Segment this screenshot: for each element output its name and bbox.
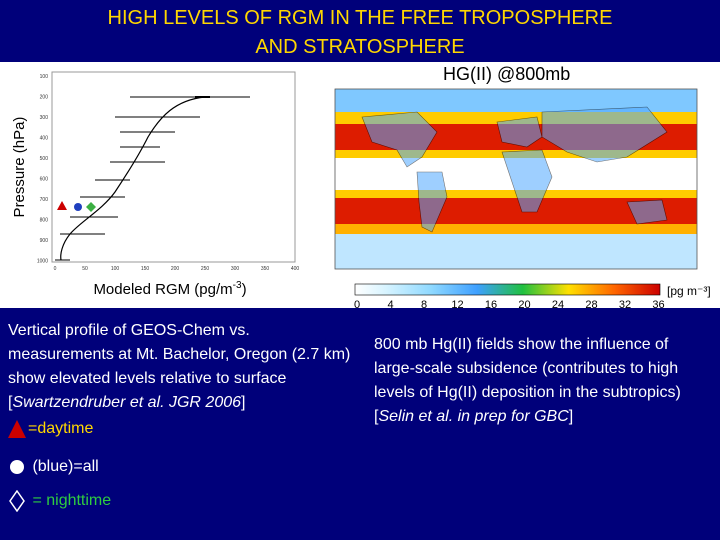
right-caption-close: ] [568, 408, 574, 425]
y-tick-label: 1000 [37, 259, 48, 265]
x-tick-label: 300 [231, 266, 240, 272]
africa [501, 149, 553, 213]
x-axis-label: Modeled RGM (pg/m-3) [93, 280, 246, 298]
y-tick-label: 600 [40, 177, 49, 183]
colorbar-unit: [pg m⁻³] [667, 284, 711, 298]
continents [361, 106, 668, 233]
legend-daytime: =daytime [6, 418, 93, 440]
x-tick-label: 50 [82, 266, 88, 272]
model-profile-line [60, 96, 206, 261]
colorbar-tick-label: 28 [585, 299, 597, 308]
colorbar-tick-label: 8 [421, 299, 427, 308]
plot-frame [51, 71, 296, 263]
title-line-1: HIGH LEVELS OF RGM IN THE FREE TROPOSPHE… [107, 7, 613, 29]
left-caption-citation: Swartzendruber et al. JGR 2006 [12, 394, 242, 411]
left-caption-close: ] [241, 394, 246, 411]
profile-plot: 100 200 300 400 500 600 700 800 900 1000 0 50 100 15… [11, 71, 300, 298]
y-tick-label: 100 [40, 74, 49, 80]
y-axis-label: Pressure (hPa) [11, 117, 28, 218]
legend-all: (blue)=all [6, 456, 99, 478]
title-line-2: AND STRATOSPHERE [255, 36, 465, 58]
daytime-marker [57, 201, 67, 210]
australia [626, 199, 668, 225]
left-caption-text: Vertical profile of GEOS-Chem vs. measur… [8, 322, 351, 411]
colorbar-tick-label: 24 [552, 299, 564, 308]
x-tick-label: 100 [111, 266, 120, 272]
legend-all-label: (blue)=all [28, 458, 99, 476]
error-bars [55, 96, 250, 261]
asia [541, 106, 668, 163]
x-tick-label: 200 [171, 266, 180, 272]
all-marker [74, 203, 82, 211]
map-title: HG(II) @800mb [443, 64, 571, 84]
north-america [361, 111, 438, 168]
x-tick-label: 250 [201, 266, 210, 272]
right-caption: 800 mb Hg(II) fields show the influence … [374, 333, 710, 429]
slide-title: HIGH LEVELS OF RGM IN THE FREE TROPOSPHE… [0, 4, 720, 62]
colorbar-tick-label: 0 [354, 299, 360, 308]
colorbar-tick-label: 4 [387, 299, 393, 308]
colorbar-tick-label: 32 [619, 299, 631, 308]
colorbar-tick-label: 20 [518, 299, 530, 308]
south-america [416, 171, 448, 233]
transition-band-south [335, 190, 697, 200]
y-tick-label: 500 [40, 156, 49, 162]
y-tick-label: 900 [40, 238, 49, 244]
y-tick-label: 200 [40, 95, 49, 101]
x-tick-label: 0 [54, 266, 57, 272]
legend-nighttime-label: = nighttime [28, 492, 112, 510]
y-tick-label: 400 [40, 136, 49, 142]
circle-icon [10, 460, 24, 474]
left-caption: Vertical profile of GEOS-Chem vs. measur… [8, 319, 360, 415]
hg-map: 0 4 8 12 16 20 24 28 32 36 [334, 88, 698, 308]
x-tick-label: 150 [141, 266, 150, 272]
right-caption-text: 800 mb Hg(II) fields show the influence … [374, 336, 681, 425]
x-tick-label: 350 [261, 266, 270, 272]
red-triangle-icon [8, 420, 26, 438]
hg-map-panel: HG(II) @800mb [327, 62, 720, 308]
x-tick-label: 400 [291, 266, 300, 272]
nighttime-marker [86, 202, 96, 212]
y-tick-label: 300 [40, 115, 49, 121]
polar-band-south [335, 234, 697, 269]
right-caption-citation: Selin et al. in prep for GBC [378, 408, 569, 425]
y-tick-label: 700 [40, 197, 49, 203]
colorbar-tick-label: 36 [652, 299, 664, 308]
europe [496, 116, 543, 148]
colorbar [354, 283, 661, 296]
diamond-icon [9, 489, 25, 513]
map-frame [334, 88, 698, 270]
profile-plot-panel: 100 200 300 400 500 600 700 800 900 1000 0 50 100 15… [0, 62, 327, 308]
colorbar-ticks: 0 4 8 12 16 20 24 28 32 36 [354, 299, 665, 308]
colorbar-tick-label: 16 [485, 299, 497, 308]
colorbar-tick-label: 12 [451, 299, 463, 308]
y-tick-label: 800 [40, 218, 49, 224]
legend-daytime-label: =daytime [28, 420, 94, 438]
legend-nighttime: = nighttime [6, 489, 112, 513]
